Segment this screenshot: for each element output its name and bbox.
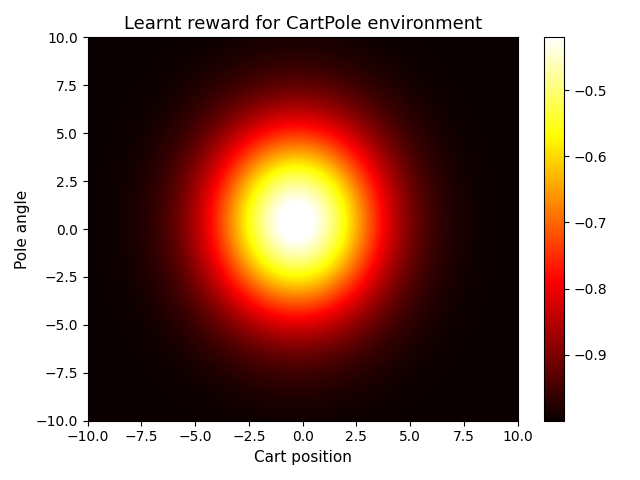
Y-axis label: Pole angle: Pole angle: [15, 190, 30, 269]
Title: Learnt reward for CartPole environment: Learnt reward for CartPole environment: [124, 15, 482, 33]
X-axis label: Cart position: Cart position: [253, 450, 351, 465]
